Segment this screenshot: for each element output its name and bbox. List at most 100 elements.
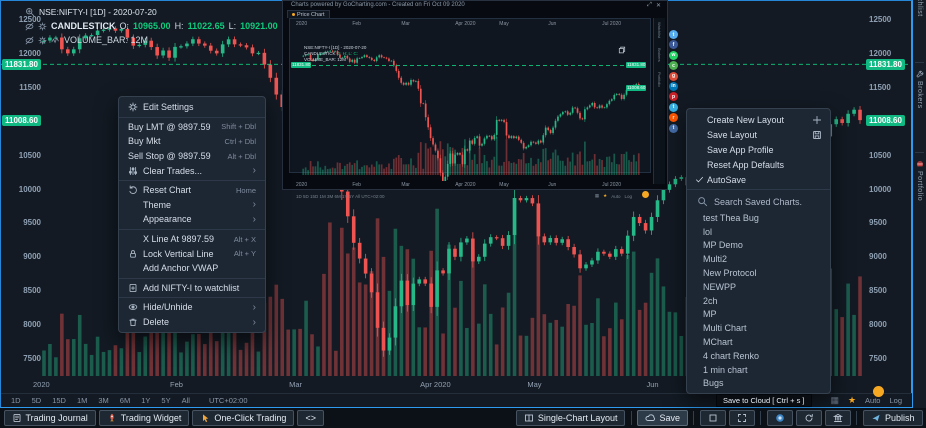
saved-charts-search[interactable]	[687, 192, 830, 211]
menu-item-label: Theme	[143, 199, 172, 210]
share-wechat-icon[interactable]: c	[669, 61, 678, 71]
layout-menu-item-create-new-layout[interactable]: Create New Layout	[687, 112, 830, 127]
gear-icon[interactable]	[38, 21, 47, 31]
popup-close-icon[interactable]: ✕	[655, 3, 661, 9]
menu-item-reset-chart[interactable]: Reset Chart Home	[119, 183, 265, 198]
single-chart-layout-button[interactable]: Single-Chart Layout	[515, 410, 626, 426]
saved-chart-mchart[interactable]: MChart	[703, 337, 733, 348]
trading-widget-button[interactable]: Trading Widget	[98, 410, 190, 426]
publish-button[interactable]: Publish	[862, 410, 923, 426]
layout-menu-item-autosave[interactable]: AutoSave	[687, 172, 830, 187]
saved-chart-multi2[interactable]: Multi2	[703, 254, 728, 265]
saved-chart-1-min-chart[interactable]: 1 min chart	[703, 364, 748, 375]
magnifier-icon[interactable]	[25, 7, 35, 17]
timeframe-1m[interactable]: 1M	[76, 396, 88, 405]
popup-tab-price-chart[interactable]: Price Chart	[287, 10, 330, 18]
layout-menu-item-save-layout[interactable]: Save Layout	[687, 127, 830, 142]
squareo-button[interactable]	[699, 410, 726, 426]
menu-item-buy-lmt-9897-59[interactable]: Buy LMT @ 9897.59 Shift + Dbl	[119, 120, 265, 135]
menu-item-add-nifty-i-to-watchlist[interactable]: Add NIFTY-I to watchlist	[119, 281, 265, 296]
timeframe-5d[interactable]: 5D	[31, 396, 42, 405]
popup-titlebar[interactable]: Charts powered by GoCharting.com - Creat…	[291, 2, 465, 8]
saved-chart-new-protocol[interactable]: New Protocol	[703, 268, 757, 279]
timezone-label[interactable]: UTC+02:00	[208, 396, 248, 405]
saved-chart-multi-chart[interactable]: Multi Chart	[703, 323, 747, 334]
saved-chart-2ch[interactable]: 2ch	[703, 295, 718, 306]
share-whatsapp-icon[interactable]: w	[669, 50, 678, 60]
sidebar-tab-portfolio[interactable]: Portfolio	[913, 160, 926, 201]
share-facebook-icon[interactable]: f	[669, 40, 678, 50]
eye-off-icon[interactable]	[25, 36, 34, 45]
angle-brackets-button[interactable]: <>	[297, 410, 324, 426]
share-telegram-icon[interactable]: t	[669, 102, 678, 112]
saved-chart-mp[interactable]: MP	[703, 309, 717, 320]
popup-chart-area[interactable]: NSE:NIFTY-I [1D] - 2020-07-20 CANDLESTIC…	[289, 18, 651, 199]
saved-chart-lol[interactable]: lol	[703, 226, 713, 237]
menu-item-lock-vertical-line[interactable]: Lock Vertical Line Alt + Y	[119, 246, 265, 261]
menu-item-buy-mkt[interactable]: Buy Mkt Ctrl + Dbl	[119, 134, 265, 149]
share-google-plus-icon[interactable]: g	[669, 71, 678, 81]
share-twitter-icon[interactable]: t	[669, 30, 678, 39]
popup-sidebar-tab-portfolio[interactable]: Portfolio	[657, 71, 662, 87]
share-tumblr-icon[interactable]: t	[669, 123, 678, 133]
saved-chart-mp-demo[interactable]: MP Demo	[703, 240, 743, 251]
sidebar-tab-brokers[interactable]: Brokers	[913, 70, 926, 109]
timeframe-15d[interactable]: 15D	[52, 396, 66, 405]
timeframe-all[interactable]: All	[181, 396, 190, 405]
timeframe-1y[interactable]: 1Y	[141, 396, 151, 405]
menu-item-appearance[interactable]: Appearance ›	[119, 212, 265, 227]
notification-dot[interactable]	[873, 386, 884, 397]
one-click-trading-button[interactable]: One-Click Trading	[192, 410, 295, 426]
saved-chart-newpp[interactable]: NEWPP	[703, 281, 737, 292]
log-scale-toggle[interactable]: Log	[889, 396, 902, 405]
candle	[385, 57, 388, 59]
popup-expand-icon[interactable]: ⤢	[647, 2, 652, 8]
saved-chart-test-thea-bug[interactable]: test Thea Bug	[703, 212, 759, 223]
grid-icon[interactable]: ▦	[830, 395, 839, 405]
popup-auto-toggle[interactable]: Auto	[611, 193, 621, 199]
menu-item-x-line-at-9897-59[interactable]: X Line At 9897.59 Alt + X	[119, 232, 265, 247]
copy-icon[interactable]	[618, 46, 626, 54]
timeframe-3m[interactable]: 3M	[98, 396, 109, 405]
menu-item-add-anchor-vwap[interactable]: Add Anchor VWAP	[119, 261, 265, 276]
popup-timeframes[interactable]: 1D 5D 15D 1M 3M 6M 1Y 5Y All UTC+02:00	[296, 193, 385, 199]
menu-item-edit-settings[interactable]: Edit Settings	[119, 100, 265, 115]
timeframe-1d[interactable]: 1D	[11, 396, 21, 405]
menu-item-hide-unhide[interactable]: Hide/Unhide ›	[119, 300, 265, 315]
share-pinterest-icon[interactable]: p	[669, 92, 678, 102]
trading-journal-button[interactable]: Trading Journal	[3, 410, 96, 426]
timeframe-6m[interactable]: 6M	[119, 396, 131, 405]
popup-notification-dot[interactable]	[642, 191, 649, 198]
expand-button[interactable]	[728, 410, 755, 426]
search-input[interactable]	[714, 196, 824, 207]
candle	[419, 88, 422, 104]
layout-menu-item-save-app-profile[interactable]: Save App Profile	[687, 142, 830, 157]
bank-button[interactable]	[824, 410, 851, 426]
popup-chart-window[interactable]: Charts powered by GoCharting.com - Creat…	[282, 0, 668, 199]
share-linkedin-icon[interactable]: in	[669, 81, 678, 91]
menu-item-sell-stop-9897-59[interactable]: Sell Stop @ 9897.59 Alt + Dbl	[119, 149, 265, 164]
volume-bar	[292, 329, 296, 376]
gear-icon[interactable]	[38, 35, 47, 45]
layout-menu-item-reset-app-defaults[interactable]: Reset App Defaults	[687, 157, 830, 172]
menu-item-delete[interactable]: Delete ›	[119, 315, 265, 330]
saved-chart-4-chart-renko[interactable]: 4 chart Renko	[703, 350, 760, 361]
timeframe-5y[interactable]: 5Y	[161, 396, 171, 405]
popup-log-toggle[interactable]: Log	[624, 193, 632, 199]
auto-scale-toggle[interactable]: Auto	[865, 396, 881, 405]
camera-button[interactable]	[766, 410, 793, 426]
refresh-button[interactable]	[795, 410, 822, 426]
star-icon[interactable]: ★	[847, 395, 857, 405]
save-button[interactable]: Save	[637, 410, 688, 426]
popup-timeframe-bar[interactable]: 1D 5D 15D 1M 3M 6M 1Y 5Y All UTC+02:00 ▦…	[296, 193, 632, 199]
popup-sidebar-tab-brokers[interactable]: Brokers	[657, 48, 662, 62]
menu-item-clear-trades[interactable]: Clear Trades... ›	[119, 163, 265, 178]
sidebar-tab-watchlist[interactable]: Watchlist	[913, 0, 926, 17]
popup-sidebar-tab-watchlist[interactable]: Watchlist	[657, 22, 662, 39]
popup-grid-icon[interactable]: ▦	[594, 193, 600, 198]
saved-chart-bugs[interactable]: Bugs	[703, 378, 724, 389]
eye-off-icon[interactable]	[25, 22, 34, 31]
menu-item-theme[interactable]: Theme ›	[119, 198, 265, 213]
share-reddit-icon[interactable]: r	[669, 113, 678, 123]
popup-star-icon[interactable]: ★	[603, 193, 608, 198]
